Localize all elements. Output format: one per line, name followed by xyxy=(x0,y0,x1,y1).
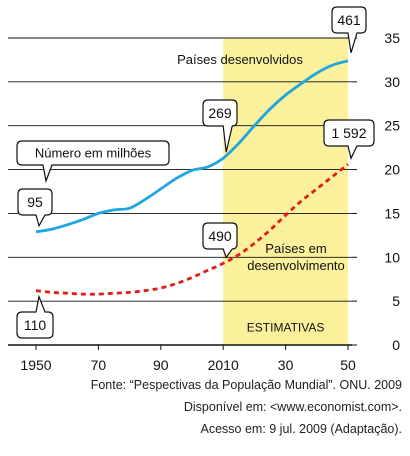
callout-label: 1 592 xyxy=(331,125,366,141)
series-lines xyxy=(35,59,349,296)
callout-label: 461 xyxy=(337,12,361,28)
callout-2010-developing: 490 xyxy=(202,222,238,259)
callout-box xyxy=(16,294,54,339)
callout-2050-developing: 1 592 xyxy=(323,119,375,161)
callout-box xyxy=(202,222,238,259)
callout-2050-developed: 461 xyxy=(331,6,367,53)
callouts: Número em milhões 95 110 269 490 461 1 592 xyxy=(16,6,375,339)
x-tick-label: 30 xyxy=(278,357,294,370)
callout-label: Número em milhões xyxy=(35,146,152,161)
x-tick-label: 90 xyxy=(153,357,169,370)
developed-series-label: Países desenvolvidos xyxy=(177,52,303,67)
series-labels: Países desenvolvidos Países em desenvolvim… xyxy=(177,52,345,273)
source-citation: Fonte: “Pespectivas da População Mundial… xyxy=(90,378,402,392)
gridlines xyxy=(8,37,352,346)
callout-box xyxy=(202,99,238,153)
callout-1950-developing: 110 xyxy=(16,294,54,339)
y-axis: 0 5 10 15 20 25 30 35 xyxy=(352,30,400,353)
x-tick-label: 50 xyxy=(340,357,356,370)
source-availability: Disponível em: <www.economist.com>. xyxy=(183,400,402,414)
y-tick-label: 5 xyxy=(392,293,400,309)
y-tick-label: 0 xyxy=(392,337,400,353)
developing-series-label: Países em xyxy=(265,241,326,256)
callout-label: 490 xyxy=(208,228,232,244)
x-tick-label: 70 xyxy=(91,357,107,370)
callout-label: 269 xyxy=(208,105,232,121)
callout-box xyxy=(323,119,375,161)
estimates-label: ESTIMATIVAS xyxy=(247,320,325,334)
developed-series-line xyxy=(35,59,349,234)
population-chart: 0 5 10 15 20 25 30 35 1950 70 90 2010 30 50 ESTIMATI… xyxy=(8,6,400,370)
y-tick-label: 20 xyxy=(384,162,400,178)
callout-box xyxy=(16,140,170,184)
developing-series-label: desenvolvimento xyxy=(247,258,345,273)
estimates-region xyxy=(223,38,348,345)
unit-callout: Número em milhões xyxy=(16,140,170,184)
y-tick-label: 30 xyxy=(384,74,400,90)
y-tick-label: 35 xyxy=(384,30,400,46)
y-tick-label: 15 xyxy=(384,205,400,221)
callout-1950-developed: 95 xyxy=(17,188,53,228)
source-access-date: Acesso em: 9 jul. 2009 (Adaptação). xyxy=(200,422,402,436)
x-tick-label: 1950 xyxy=(20,357,51,370)
callout-box xyxy=(17,188,53,228)
callout-box xyxy=(331,6,367,53)
callout-label: 95 xyxy=(27,194,43,210)
x-tick-label: 2010 xyxy=(208,357,239,370)
callout-label: 110 xyxy=(24,317,47,333)
callout-2010-developed: 269 xyxy=(202,99,238,153)
y-tick-label: 25 xyxy=(384,118,400,134)
y-tick-label: 10 xyxy=(384,249,400,265)
x-axis: 1950 70 90 2010 30 50 xyxy=(20,345,356,370)
